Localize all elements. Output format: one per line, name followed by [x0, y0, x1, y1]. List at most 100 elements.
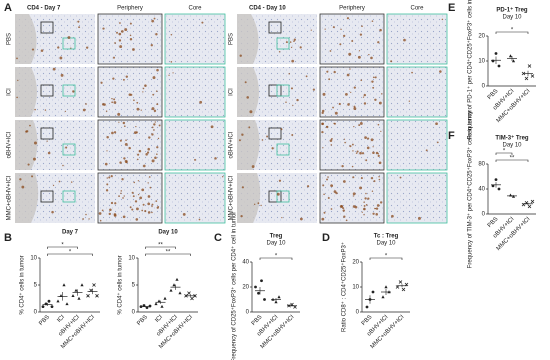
stain — [289, 41, 292, 43]
stain — [31, 175, 34, 178]
stain — [125, 161, 128, 164]
stain — [170, 33, 173, 36]
stain — [345, 92, 348, 96]
stain — [323, 211, 326, 214]
stain — [365, 192, 367, 195]
zoom-box — [276, 190, 290, 203]
stain — [65, 146, 68, 149]
stain — [120, 192, 122, 195]
stain — [332, 106, 334, 109]
data-point — [62, 283, 66, 287]
stain — [321, 217, 325, 221]
tissue-edge — [237, 173, 261, 223]
stain — [253, 203, 256, 206]
stain — [321, 109, 325, 113]
data-point — [175, 277, 179, 281]
data-point — [530, 199, 535, 204]
stain — [46, 140, 48, 142]
stain — [403, 38, 406, 42]
stain — [291, 134, 294, 137]
stain — [333, 70, 336, 74]
stain — [377, 153, 380, 155]
stain — [33, 157, 36, 161]
micrograph — [319, 66, 385, 118]
stain — [82, 108, 86, 112]
stain — [105, 110, 108, 112]
stain — [345, 219, 348, 222]
stain — [113, 101, 117, 104]
stain — [151, 107, 155, 111]
data-point — [254, 285, 257, 289]
data-point — [56, 299, 60, 303]
data-point — [92, 283, 96, 287]
stain — [141, 188, 145, 192]
stain — [147, 211, 151, 214]
block-title: CD4 - Day 10 — [249, 6, 286, 12]
stain — [306, 185, 310, 188]
data-point — [142, 304, 146, 307]
stain — [377, 41, 380, 44]
stain — [238, 139, 241, 142]
y-tick-label: 20 — [242, 285, 249, 291]
data-point — [154, 302, 158, 306]
stain — [133, 181, 136, 184]
data-point — [47, 299, 51, 303]
data-point — [491, 184, 495, 188]
significance-bracket — [47, 246, 78, 249]
stain — [140, 109, 142, 111]
y-tick-label: 10 — [128, 256, 135, 262]
stain — [151, 19, 154, 23]
stain — [144, 84, 147, 87]
stain — [135, 131, 138, 134]
stain — [363, 93, 366, 97]
stain — [333, 122, 336, 125]
stain — [136, 158, 139, 161]
stain — [358, 124, 361, 127]
stain — [151, 205, 153, 208]
data-point — [494, 52, 498, 55]
stain — [85, 213, 87, 216]
stain — [129, 38, 133, 41]
tissue-edge — [15, 14, 37, 64]
chart-title: Treg — [270, 234, 283, 240]
stain — [113, 214, 117, 217]
stain — [135, 125, 137, 128]
stain — [363, 214, 365, 216]
stain — [98, 212, 102, 215]
y-tick-label: 20 — [352, 260, 359, 266]
column-title: Core — [188, 6, 202, 12]
stain — [131, 208, 134, 211]
stain — [118, 195, 120, 197]
stain — [106, 177, 108, 179]
stain — [361, 152, 365, 155]
panel-label: B — [4, 232, 12, 244]
stain — [244, 81, 247, 84]
data-point — [274, 300, 278, 304]
stain — [130, 93, 133, 96]
stain — [353, 86, 356, 89]
stain — [290, 46, 293, 49]
stain — [330, 208, 333, 210]
y-axis-label: Frequency of PD-1⁺ per CD4⁺CD25⁺FoxP3⁺ c… — [467, 0, 474, 139]
stain — [111, 131, 114, 135]
stain — [285, 101, 287, 103]
zoom-box — [62, 84, 76, 97]
y-tick-label: 10 — [30, 256, 37, 262]
significance-bracket — [495, 31, 529, 34]
stain — [132, 48, 135, 51]
stain — [137, 153, 140, 156]
stain — [131, 191, 134, 194]
stain — [104, 162, 108, 166]
data-point — [86, 294, 90, 298]
stain — [363, 102, 367, 105]
stain — [128, 146, 131, 150]
stain — [341, 164, 344, 168]
stain — [370, 138, 374, 142]
stain — [324, 28, 326, 30]
stain — [349, 145, 352, 148]
stain — [359, 151, 362, 155]
stain — [31, 48, 35, 51]
stain — [122, 197, 124, 199]
stain — [138, 149, 142, 153]
stain — [119, 22, 121, 24]
